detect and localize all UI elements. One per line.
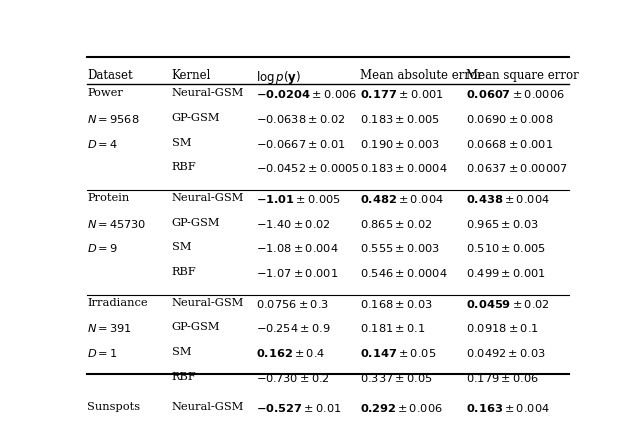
Text: $\log p(\mathbf{y})$: $\log p(\mathbf{y})$ — [256, 69, 301, 86]
Text: $0.183 \pm 0.0004$: $0.183 \pm 0.0004$ — [360, 162, 448, 174]
Text: $\mathbf{0.482} \pm 0.004$: $\mathbf{0.482} \pm 0.004$ — [360, 193, 444, 205]
Text: $0.0918 \pm 0.1$: $0.0918 \pm 0.1$ — [466, 323, 539, 334]
Text: $\mathbf{0.147} \pm 0.05$: $\mathbf{0.147} \pm 0.05$ — [360, 347, 436, 359]
Text: Neural-GSM: Neural-GSM — [172, 88, 244, 98]
Text: SM: SM — [172, 138, 191, 148]
Text: Neural-GSM: Neural-GSM — [172, 193, 244, 203]
Text: $0.0492 \pm 0.03$: $0.0492 \pm 0.03$ — [466, 347, 546, 359]
Text: $0.181 \pm 0.1$: $0.181 \pm 0.1$ — [360, 323, 426, 334]
Text: $-0.730 \pm 0.2$: $-0.730 \pm 0.2$ — [256, 372, 330, 384]
Text: $-0.254 \pm 0.9$: $-0.254 \pm 0.9$ — [256, 323, 331, 334]
Text: $0.510 \pm 0.005$: $0.510 \pm 0.005$ — [466, 242, 546, 255]
Text: SM: SM — [172, 347, 191, 357]
Text: $\mathbf{0.0459} \pm 0.02$: $\mathbf{0.0459} \pm 0.02$ — [466, 298, 550, 310]
Text: Irradiance: Irradiance — [88, 298, 148, 308]
Text: $N = 391$: $N = 391$ — [88, 323, 132, 334]
Text: $D = 1$: $D = 1$ — [88, 347, 118, 359]
Text: $0.179 \pm 0.06$: $0.179 \pm 0.06$ — [466, 372, 539, 384]
Text: Protein: Protein — [88, 193, 130, 203]
Text: $\mathbf{0.163} \pm 0.004$: $\mathbf{0.163} \pm 0.004$ — [466, 402, 550, 414]
Text: GP-GSM: GP-GSM — [172, 113, 220, 123]
Text: $0.0668 \pm 0.001$: $0.0668 \pm 0.001$ — [466, 138, 553, 150]
Text: GP-GSM: GP-GSM — [172, 218, 220, 228]
Text: $-1.07 \pm 0.001$: $-1.07 \pm 0.001$ — [256, 267, 339, 279]
Text: RBF: RBF — [172, 372, 196, 382]
Text: RBF: RBF — [172, 267, 196, 277]
Text: $-0.0452 \pm 0.0005$: $-0.0452 \pm 0.0005$ — [256, 162, 360, 174]
Text: Mean square error: Mean square error — [466, 69, 579, 82]
Text: $-0.0667 \pm 0.01$: $-0.0667 \pm 0.01$ — [256, 138, 346, 150]
Text: $0.190 \pm 0.003$: $0.190 \pm 0.003$ — [360, 138, 440, 150]
Text: RBF: RBF — [172, 162, 196, 173]
Text: $0.865 \pm 0.02$: $0.865 \pm 0.02$ — [360, 218, 433, 230]
Text: Power: Power — [88, 88, 124, 98]
Text: $-0.0638 \pm 0.02$: $-0.0638 \pm 0.02$ — [256, 113, 346, 125]
Text: $\mathbf{-0.0204} \pm 0.006$: $\mathbf{-0.0204} \pm 0.006$ — [256, 88, 357, 100]
Text: $N = 45730$: $N = 45730$ — [88, 218, 147, 230]
Text: $\mathbf{-1.01} \pm 0.005$: $\mathbf{-1.01} \pm 0.005$ — [256, 193, 341, 205]
Text: $0.965 \pm 0.03$: $0.965 \pm 0.03$ — [466, 218, 539, 230]
Text: $0.0690 \pm 0.008$: $0.0690 \pm 0.008$ — [466, 113, 554, 125]
Text: $0.546 \pm 0.0004$: $0.546 \pm 0.0004$ — [360, 267, 448, 279]
Text: $\mathbf{0.0607} \pm 0.0006$: $\mathbf{0.0607} \pm 0.0006$ — [466, 88, 564, 100]
Text: $0.183 \pm 0.005$: $0.183 \pm 0.005$ — [360, 113, 440, 125]
Text: $\mathbf{0.292} \pm 0.006$: $\mathbf{0.292} \pm 0.006$ — [360, 402, 443, 414]
Text: $\mathbf{0.438} \pm 0.004$: $\mathbf{0.438} \pm 0.004$ — [466, 193, 550, 205]
Text: Mean absolute error: Mean absolute error — [360, 69, 483, 82]
Text: $0.0756 \pm 0.3$: $0.0756 \pm 0.3$ — [256, 298, 329, 310]
Text: $0.499 \pm 0.001$: $0.499 \pm 0.001$ — [466, 267, 546, 279]
Text: $N = 9568$: $N = 9568$ — [88, 113, 140, 125]
Text: $-1.40 \pm 0.02$: $-1.40 \pm 0.02$ — [256, 218, 331, 230]
Text: $\mathbf{-0.527} \pm 0.01$: $\mathbf{-0.527} \pm 0.01$ — [256, 402, 342, 414]
Text: Kernel: Kernel — [172, 69, 211, 82]
Text: $-1.08 \pm 0.004$: $-1.08 \pm 0.004$ — [256, 242, 339, 255]
Text: Neural-GSM: Neural-GSM — [172, 298, 244, 308]
Text: $D = 4$: $D = 4$ — [88, 138, 118, 150]
Text: $0.555 \pm 0.003$: $0.555 \pm 0.003$ — [360, 242, 440, 255]
Text: $0.168 \pm 0.03$: $0.168 \pm 0.03$ — [360, 298, 433, 310]
Text: $0.337 \pm 0.05$: $0.337 \pm 0.05$ — [360, 372, 433, 384]
Text: $D = 9$: $D = 9$ — [88, 242, 118, 255]
Text: Dataset: Dataset — [88, 69, 133, 82]
Text: Sunspots: Sunspots — [88, 402, 141, 413]
Text: $0.0637 \pm 0.00007$: $0.0637 \pm 0.00007$ — [466, 162, 568, 174]
Text: $\mathbf{0.177} \pm 0.001$: $\mathbf{0.177} \pm 0.001$ — [360, 88, 444, 100]
Text: SM: SM — [172, 242, 191, 252]
Text: $\mathbf{0.162} \pm 0.4$: $\mathbf{0.162} \pm 0.4$ — [256, 347, 325, 359]
Text: Neural-GSM: Neural-GSM — [172, 402, 244, 413]
Text: GP-GSM: GP-GSM — [172, 323, 220, 332]
